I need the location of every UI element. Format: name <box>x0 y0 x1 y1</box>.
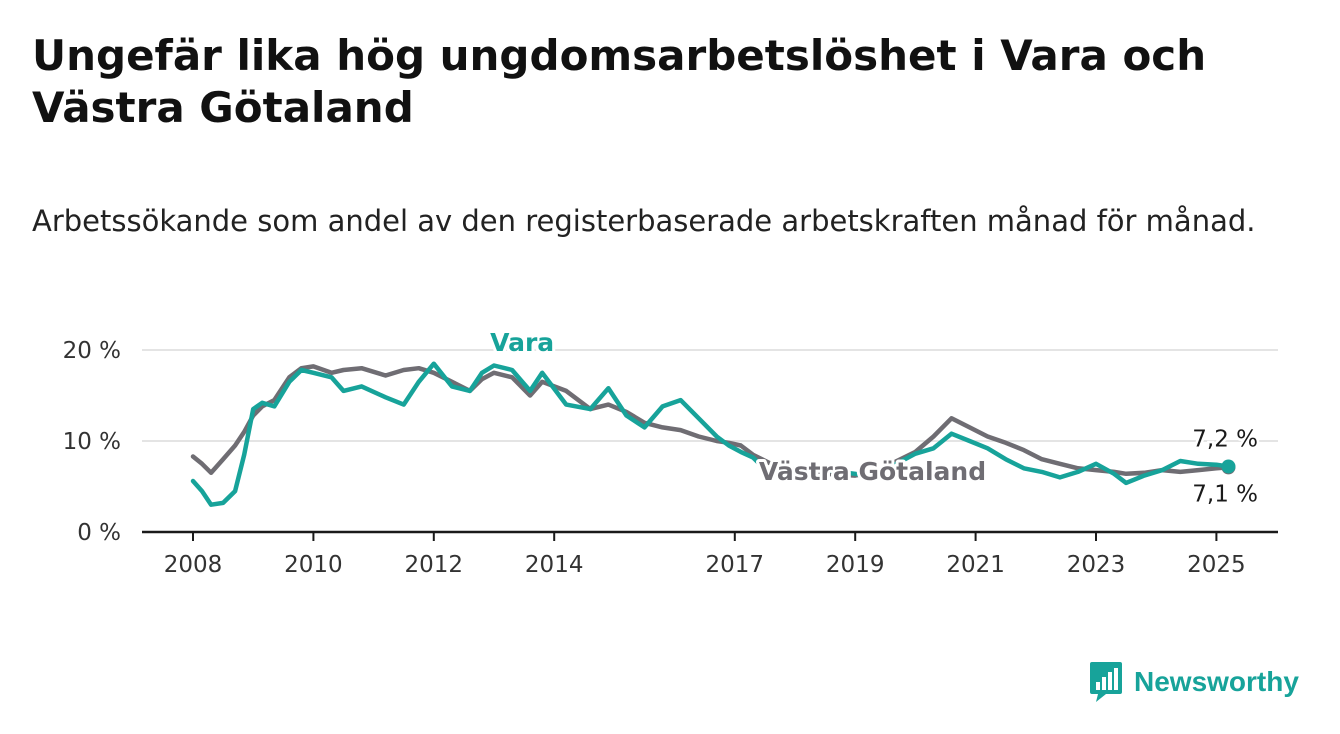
axes: 0 % 10 % 20 % 2008 2010 2012 2014 2017 2019 2021 2… <box>63 338 1278 578</box>
x-tick-label: 2008 <box>164 552 223 578</box>
end-value-label: 7,2 % <box>1192 426 1258 452</box>
chart-title: Ungefär lika hög ungdomsarbetslöshet i V… <box>32 31 1207 132</box>
x-tick-label: 2025 <box>1187 552 1246 578</box>
end-point <box>1221 459 1236 474</box>
y-tick-label: 0 % <box>77 520 121 546</box>
series-line <box>190 361 1231 507</box>
chart-labels: Vara Västra Götaland 7,2 % 7,1 % <box>487 325 1260 510</box>
chart-subtitle: Arbetssökande som andel av den registerb… <box>32 204 1256 238</box>
x-tick-label: 2012 <box>405 552 464 578</box>
x-tick-label: 2010 <box>284 552 343 578</box>
series-lines <box>190 361 1236 507</box>
x-tick-label: 2019 <box>826 552 885 578</box>
brand-name: Newsworthy <box>1134 666 1299 697</box>
x-tick-label: 2017 <box>706 552 765 578</box>
series-label: Västra Götaland <box>759 457 986 486</box>
x-tick-label: 2023 <box>1067 552 1126 578</box>
x-tick-label: 2021 <box>946 552 1005 578</box>
series-label: Vara <box>490 328 554 357</box>
newsworthy-brand[interactable]: Newsworthy <box>1088 660 1299 704</box>
series-line <box>190 364 1231 478</box>
newsworthy-logo-icon <box>1090 662 1122 702</box>
x-tick-label: 2014 <box>525 552 584 578</box>
y-tick-label: 20 % <box>63 338 121 364</box>
end-value-label: 7,1 % <box>1192 481 1258 507</box>
y-tick-label: 10 % <box>63 429 121 455</box>
line-chart: 0 % 10 % 20 % 2008 2010 2012 2014 2017 2019 2021 2… <box>63 325 1278 578</box>
